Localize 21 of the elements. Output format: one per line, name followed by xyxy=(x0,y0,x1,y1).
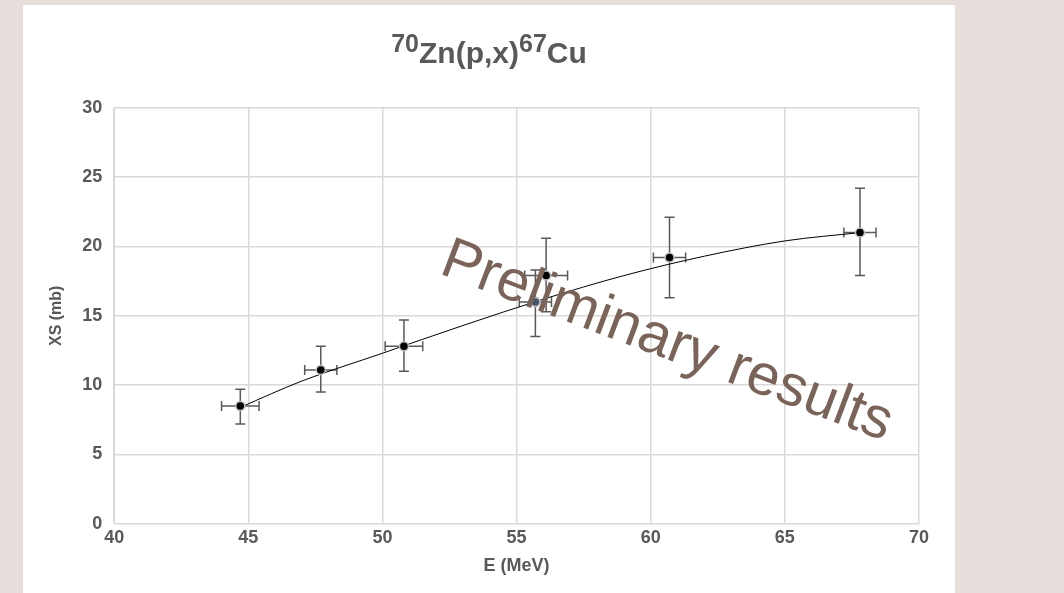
y-tick-label: 30 xyxy=(82,96,103,117)
x-tick-label: 65 xyxy=(774,526,795,547)
y-tick-label: 15 xyxy=(82,304,103,325)
point xyxy=(398,341,410,352)
x-tick-label: 60 xyxy=(640,526,661,547)
y-tick-label: 25 xyxy=(82,166,103,187)
y-tick-label: 20 xyxy=(82,235,103,256)
y-tick-label: 5 xyxy=(92,443,103,464)
x-axis-title: E (MeV) xyxy=(483,555,550,576)
x-tick-label: 40 xyxy=(104,526,125,547)
x-tick-label: 45 xyxy=(238,526,259,547)
y-axis-title: XS (mb) xyxy=(47,285,65,347)
y-tick-label: 10 xyxy=(82,374,103,395)
x-tick-label: 55 xyxy=(506,526,527,547)
x-tick-label: 50 xyxy=(372,526,393,547)
y-tick-label: 0 xyxy=(92,512,103,533)
point xyxy=(854,227,866,238)
point xyxy=(235,400,246,412)
x-tick-label: 70 xyxy=(908,526,930,547)
point xyxy=(315,364,327,376)
chart-title: $^{70}$Zn(p,x)$^{67}$Cu xyxy=(390,29,588,70)
